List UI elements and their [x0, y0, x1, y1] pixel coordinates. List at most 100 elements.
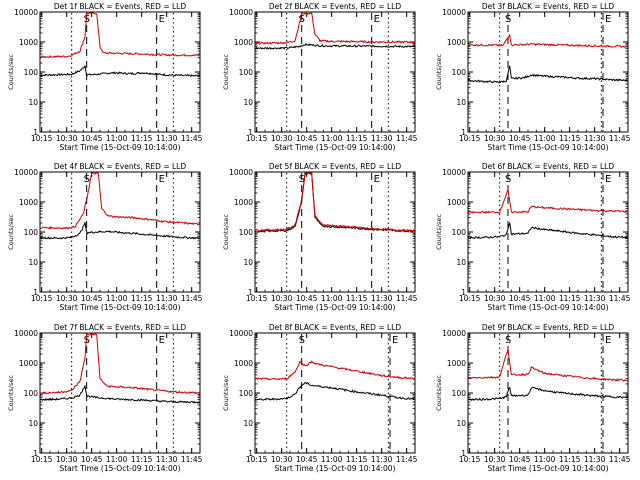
- x-tick-label: 11:45: [181, 294, 203, 303]
- marker-label-e: E: [605, 174, 611, 185]
- x-tick-label: 11:00: [106, 134, 128, 143]
- marker-label-e: E: [374, 14, 380, 25]
- y-tick-label: 1: [33, 288, 38, 297]
- x-tick-label: 11:15: [346, 294, 368, 303]
- chart-title: Det 2f BLACK = Events, RED = LLD: [269, 2, 402, 11]
- y-tick-label: 1000: [447, 198, 466, 207]
- x-axis-label: Start Time (15-Oct-09 10:14:00): [487, 143, 608, 152]
- x-tick-label: 11:00: [321, 294, 343, 303]
- marker-label-s: S: [299, 335, 305, 346]
- y-tick-label: 1000: [234, 38, 253, 47]
- x-tick-label: 10:45: [81, 294, 103, 303]
- y-tick-label: 100: [452, 68, 467, 77]
- plot-frame: [39, 332, 201, 454]
- x-tick-label: 10:45: [81, 455, 103, 464]
- marker-label-e: E: [605, 14, 611, 25]
- y-tick-label: 100: [452, 228, 467, 237]
- x-tick-label: 10:15: [31, 294, 53, 303]
- y-axis-label: Counts/sec: [7, 375, 15, 411]
- series-line-events: [254, 171, 416, 234]
- x-tick-label: 10:30: [271, 455, 293, 464]
- y-tick-label: 1000: [234, 198, 253, 207]
- y-tick-label: 1000: [19, 198, 38, 207]
- x-tick-label: 10:15: [459, 134, 481, 143]
- y-tick-label: 1000: [447, 359, 466, 368]
- chart-title: Det 3f BLACK = Events, RED = LLD: [482, 2, 615, 11]
- x-tick-label: 11:15: [131, 455, 153, 464]
- x-tick-label: 11:30: [584, 455, 606, 464]
- series-line-lld: [468, 189, 629, 215]
- x-tick-label: 10:15: [246, 455, 268, 464]
- y-axis-label: Counts/sec: [435, 214, 443, 250]
- y-tick-label: 10: [243, 419, 253, 428]
- x-tick-label: 10:30: [271, 294, 293, 303]
- x-axis-label: Start Time (15-Oct-09 10:14:00): [59, 464, 180, 473]
- x-tick-label: 11:30: [156, 134, 178, 143]
- x-tick-label: 11:30: [584, 134, 606, 143]
- panel-det-3: Det 3f BLACK = Events, RED = LLD Counts/s…: [435, 2, 631, 152]
- x-tick-label: 10:15: [246, 134, 268, 143]
- y-tick-label: 10000: [229, 8, 253, 17]
- x-tick-label: 11:45: [396, 455, 418, 464]
- chart-title: Det 1f BLACK = Events, RED = LLD: [54, 2, 187, 11]
- x-tick-label: 11:15: [346, 455, 368, 464]
- y-tick-label: 1: [33, 449, 38, 458]
- y-axis-label: Counts/sec: [222, 375, 230, 411]
- x-tick-label: 11:00: [534, 134, 556, 143]
- marker-label-s: S: [299, 14, 305, 25]
- y-tick-label: 10000: [442, 329, 466, 338]
- y-tick-label: 10: [28, 98, 38, 107]
- plot-frame: [254, 171, 416, 293]
- y-tick-label: 100: [24, 68, 39, 77]
- x-tick-label: 11:15: [131, 294, 153, 303]
- x-tick-label: 10:30: [56, 294, 78, 303]
- marker-label-s: S: [505, 335, 511, 346]
- x-tick-label: 10:30: [271, 134, 293, 143]
- series-line-lld: [39, 172, 201, 230]
- y-axis-label: Counts/sec: [435, 54, 443, 90]
- y-tick-label: 1: [461, 128, 466, 137]
- y-tick-label: 100: [239, 228, 254, 237]
- x-tick-label: 10:45: [509, 455, 531, 464]
- series-line-events: [39, 384, 201, 404]
- x-tick-label: 11:30: [371, 455, 393, 464]
- series-line-events: [254, 381, 416, 401]
- panel-det-6: Det 6f BLACK = Events, RED = LLD Counts/s…: [435, 162, 631, 312]
- marker-label-s: S: [84, 14, 90, 25]
- x-tick-label: 11:00: [534, 294, 556, 303]
- y-tick-label: 10: [456, 258, 466, 267]
- series-line-events: [39, 222, 201, 240]
- plot-frame: [39, 11, 201, 133]
- y-tick-label: 10000: [229, 168, 253, 177]
- x-tick-label: 10:15: [246, 294, 268, 303]
- panel-det-7: Det 7f BLACK = Events, RED = LLD Counts/s…: [7, 323, 203, 473]
- y-tick-label: 100: [24, 389, 39, 398]
- y-tick-label: 1000: [19, 38, 38, 47]
- y-axis-label: Counts/sec: [222, 214, 230, 250]
- x-tick-label: 11:15: [559, 455, 581, 464]
- x-tick-label: 10:30: [484, 455, 506, 464]
- x-tick-label: 10:45: [509, 134, 531, 143]
- y-tick-label: 10: [28, 419, 38, 428]
- y-tick-label: 100: [239, 68, 254, 77]
- chart-title: Det 7f BLACK = Events, RED = LLD: [54, 323, 187, 332]
- series-line-lld: [254, 171, 416, 233]
- panel-det-4: Det 4f BLACK = Events, RED = LLD Counts/s…: [7, 162, 203, 312]
- x-tick-label: 11:45: [396, 134, 418, 143]
- x-tick-label: 11:15: [346, 134, 368, 143]
- series-line-events: [254, 43, 416, 50]
- y-tick-label: 1: [248, 288, 253, 297]
- series-line-lld: [39, 12, 201, 59]
- series-line-lld: [254, 360, 415, 381]
- series-line-events: [467, 386, 629, 402]
- y-tick-label: 1000: [19, 359, 38, 368]
- x-tick-label: 11:00: [106, 294, 128, 303]
- marker-label-s: S: [299, 174, 305, 185]
- x-tick-label: 11:45: [396, 294, 418, 303]
- y-tick-label: 1: [461, 449, 466, 458]
- x-tick-label: 10:30: [56, 455, 78, 464]
- plot-frame: [467, 171, 629, 293]
- marker-label-e: E: [159, 335, 165, 346]
- chart-title: Det 5f BLACK = Events, RED = LLD: [269, 162, 402, 171]
